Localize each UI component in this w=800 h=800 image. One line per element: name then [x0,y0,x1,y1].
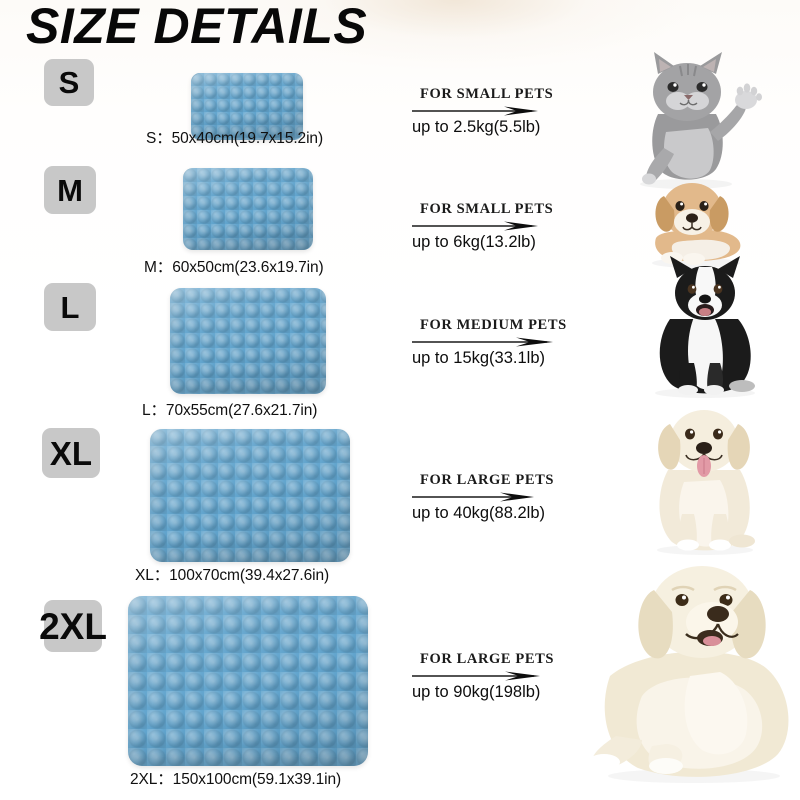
pet-photo-grey-kitten [614,44,774,189]
arrow-right-icon [412,491,617,503]
cooling-mat-image-l [170,288,326,394]
pet-weight-label-2xl: up to 90kg(198lb) [412,683,541,701]
size-badge-2xl: 2XL [39,600,107,652]
pet-weight-label-xl: up to 40kg(88.2lb) [412,504,546,522]
size-badge-m: M [44,166,96,214]
pet-category-label-2xl: FOR LARGE PETS [420,651,555,667]
pet-photo-cream-labrador-puppy [638,396,773,556]
dimension-caption-m: M：60x50cm(23.6x19.7in) [144,259,324,276]
size-badge-xl: XL [42,428,100,478]
dimension-caption-xl: XL：100x70cm(39.4x27.6in) [135,567,330,584]
pet-weight-label-m: up to 6kg(13.2lb) [412,233,536,251]
size-badge-m-label: M [57,172,83,208]
size-badge-xl-label: XL [49,434,93,472]
pet-photo-border-collie [630,253,780,398]
dimension-caption-2xl: 2XL：150x100cm(59.1x39.1in) [130,771,342,788]
pet-category-label-xl: FOR LARGE PETS [420,472,555,488]
pet-category-label-l: FOR MEDIUM PETS [420,317,567,333]
dimension-caption-s: S：50x40cm(19.7x15.2in) [146,130,324,147]
pet-callout-2xl: FOR LARGE PETS up to 90kg(198lb) [412,651,617,702]
arrow-right-icon [412,670,617,682]
pet-callout-xl: FOR LARGE PETS up to 40kg(88.2lb) [412,472,617,523]
pet-callout-l: FOR MEDIUM PETS up to 15kg(33.1lb) [412,317,617,368]
arrow-right-icon [412,105,617,117]
pet-category-label-m: FOR SMALL PETS [420,201,554,217]
arrow-right-icon [412,220,617,232]
pet-callout-m: FOR SMALL PETS up to 6kg(13.2lb) [412,201,617,252]
size-badge-l-label: L [60,289,80,325]
cooling-mat-image-s [191,73,303,140]
pet-callout-s: FOR SMALL PETS up to 2.5kg(5.5lb) [412,86,617,137]
pet-photo-golden-retriever [586,556,798,784]
size-badge-s-label: S [58,65,80,100]
pet-category-label-s: FOR SMALL PETS [420,86,554,102]
cooling-mat-image-m [183,168,313,250]
cooling-mat-image-2xl [128,596,368,766]
cooling-mat-image-xl [150,429,350,562]
size-badge-2xl-label: 2XL [39,605,107,647]
size-badge-s: S [44,59,94,106]
page-title: SIZE DETAILS [26,0,368,54]
size-badge-l: L [44,283,96,331]
arrow-right-icon [412,336,617,348]
pet-weight-label-s: up to 2.5kg(5.5lb) [412,118,541,136]
pet-weight-label-l: up to 15kg(33.1lb) [412,349,546,367]
dimension-caption-l: L：70x55cm(27.6x21.7in) [142,402,318,419]
